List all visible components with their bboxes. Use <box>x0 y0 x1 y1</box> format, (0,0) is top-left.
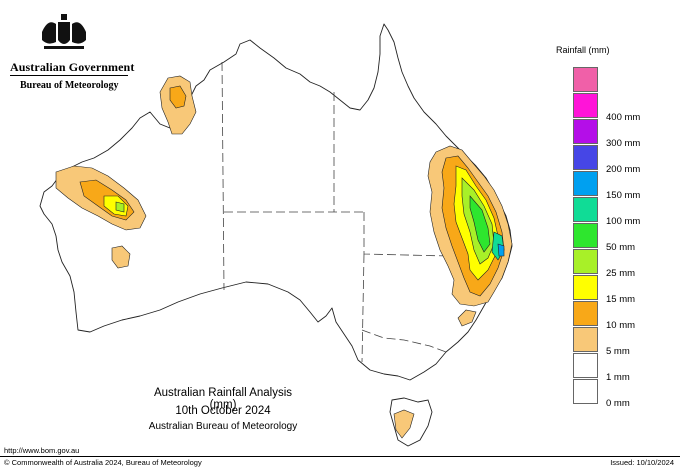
legend-label: 200 mm <box>606 164 641 175</box>
legend-title: Rainfall (mm) <box>556 45 610 55</box>
legend-swatch <box>573 145 598 170</box>
legend-label: 15 mm <box>606 294 636 305</box>
legend-swatch <box>573 275 598 300</box>
rain-tasmania <box>393 409 415 439</box>
issued-date: Issued: 10/10/2024 <box>610 458 674 467</box>
map-date: 10th October 2024 <box>175 405 271 417</box>
legend-label: 300 mm <box>606 138 641 149</box>
legend-label: 25 mm <box>606 268 636 279</box>
rain-kimberley <box>159 75 197 135</box>
state-borders <box>221 61 505 363</box>
legend-label: 400 mm <box>606 112 641 123</box>
bureau-name: Bureau of Meteorology <box>20 80 119 91</box>
government-name: Australian Government <box>10 60 135 74</box>
legend-swatch <box>573 301 598 326</box>
header-divider <box>10 75 128 76</box>
legend-swatch <box>573 353 598 378</box>
legend-swatch <box>573 327 598 352</box>
legend-swatch <box>573 197 598 222</box>
rain-east-coast <box>427 145 513 327</box>
legend-swatch <box>573 93 598 118</box>
legend-label: 5 mm <box>606 346 630 357</box>
map-title: Australian Rainfall Analysis (mm) <box>153 387 293 411</box>
legend-swatch <box>573 119 598 144</box>
map-source: Australian Bureau of Meteorology <box>148 421 298 432</box>
legend-swatch <box>573 223 598 248</box>
legend-label: 50 mm <box>606 242 636 253</box>
copyright-notice: © Commonwealth of Australia 2024, Bureau… <box>4 458 202 467</box>
legend-swatch <box>573 67 598 92</box>
rain-pilbara <box>55 165 147 269</box>
legend-label: 1 mm <box>606 372 630 383</box>
legend-label: 100 mm <box>606 216 641 227</box>
legend-label: 0 mm <box>606 398 630 409</box>
legend-label: 10 mm <box>606 320 636 331</box>
footer-divider <box>0 456 680 457</box>
legend-label: 150 mm <box>606 190 641 201</box>
coat-of-arms-icon <box>42 14 86 49</box>
legend-swatch <box>573 249 598 274</box>
legend-swatch <box>573 171 598 196</box>
website-url: http://www.bom.gov.au <box>4 446 80 455</box>
australia-coastline <box>39 23 513 381</box>
legend-swatch <box>573 379 598 404</box>
